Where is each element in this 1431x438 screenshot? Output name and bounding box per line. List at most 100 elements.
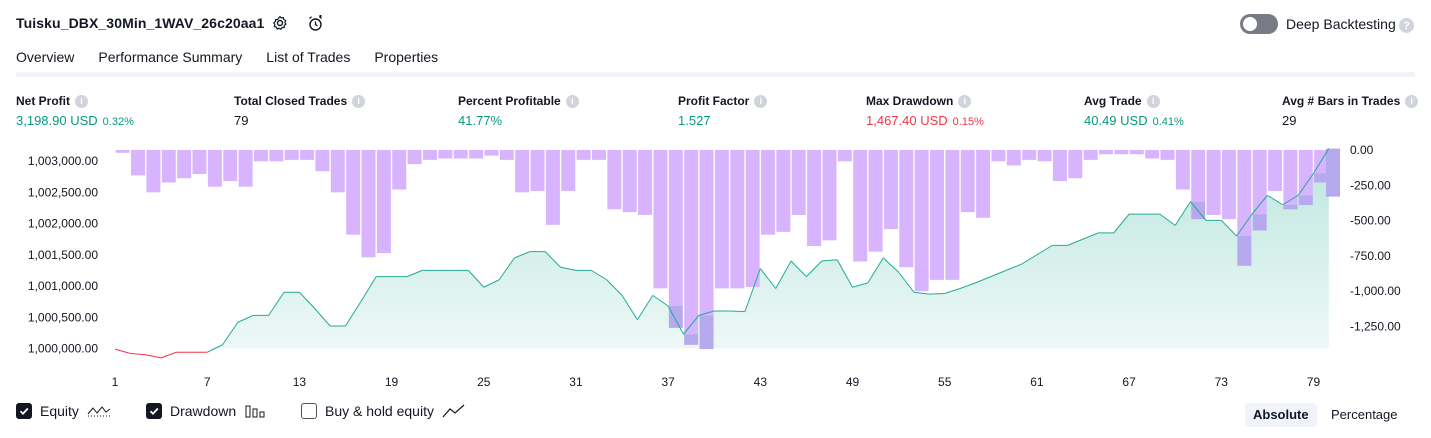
x-axis-tick: 61 bbox=[1030, 375, 1044, 389]
info-icon[interactable]: i bbox=[75, 94, 88, 108]
equity-line-segment bbox=[1036, 244, 1053, 256]
equity-line-segment bbox=[929, 293, 945, 295]
equity-line-segment bbox=[1174, 201, 1191, 226]
drawdown-bar bbox=[868, 150, 883, 252]
equity-line-segment bbox=[1190, 201, 1207, 221]
drawdown-bar bbox=[346, 150, 361, 235]
drawdown-bar bbox=[253, 150, 268, 162]
equity-line-segment bbox=[1067, 238, 1084, 246]
stat-value: 40.49 USD bbox=[1084, 113, 1148, 128]
equity-line-segment bbox=[268, 291, 285, 316]
stat-percent: 0.32% bbox=[102, 116, 134, 128]
drawdown-bar bbox=[469, 150, 484, 159]
drawdown-bar bbox=[1037, 150, 1052, 162]
equity-line-segment bbox=[852, 282, 869, 288]
left-axis-tick: 1,001,000.00 bbox=[28, 279, 98, 293]
alarm-clock-icon[interactable] bbox=[306, 14, 324, 32]
stat-label: Percent Profitable bbox=[458, 94, 561, 108]
info-icon[interactable]: i bbox=[1146, 94, 1160, 108]
settings-gear-icon[interactable] bbox=[271, 14, 289, 32]
legend-equity[interactable]: Equity bbox=[16, 403, 111, 419]
buy-hold-label: Buy & hold equity bbox=[325, 403, 434, 419]
drawdown-bar bbox=[714, 150, 729, 289]
equity-line-segment bbox=[345, 301, 362, 327]
drawdown-bar bbox=[392, 150, 407, 190]
info-icon[interactable]: i bbox=[1405, 94, 1419, 108]
info-icon[interactable]: i bbox=[958, 94, 972, 108]
percentage-button[interactable]: Percentage bbox=[1331, 407, 1398, 422]
info-icon[interactable]: i bbox=[565, 94, 579, 108]
legend-buy-hold-equity[interactable]: Buy & hold equity bbox=[301, 403, 466, 419]
drawdown-bar bbox=[745, 150, 760, 287]
drawdown-bar bbox=[300, 150, 315, 160]
tab-overview[interactable]: Overview bbox=[16, 48, 75, 75]
drawdown-bar bbox=[1283, 150, 1298, 205]
buy-hold-checkbox[interactable] bbox=[301, 403, 317, 419]
drawdown-bar bbox=[330, 150, 345, 193]
equity-line-segment bbox=[959, 282, 976, 289]
equity-checkbox[interactable] bbox=[16, 403, 32, 419]
info-icon[interactable]: i bbox=[352, 94, 366, 108]
drawdown-bar bbox=[991, 150, 1006, 162]
drawdown-bar bbox=[422, 150, 437, 160]
stat-value: 79 bbox=[234, 113, 249, 128]
drawdown-bar bbox=[1083, 150, 1098, 160]
left-axis-tick: 1,003,000.00 bbox=[28, 154, 98, 168]
drawdown-bar bbox=[284, 150, 299, 160]
equity-line-segment bbox=[667, 305, 684, 335]
drawdown-bar bbox=[653, 150, 668, 289]
drawdown-bar bbox=[776, 150, 791, 232]
stat-label: Profit Factor bbox=[678, 94, 750, 108]
drawdown-bar bbox=[684, 150, 699, 335]
stat-value: 29 bbox=[1282, 113, 1297, 128]
drawdown-bar bbox=[1068, 150, 1083, 179]
drawdown-bar-overlap bbox=[1237, 236, 1252, 266]
tab-performance-summary[interactable]: Performance Summary bbox=[98, 49, 243, 65]
drawdown-bar-overlap bbox=[1326, 148, 1340, 197]
deep-backtesting-toggle[interactable] bbox=[1240, 14, 1278, 34]
drawdown-bar bbox=[622, 150, 637, 213]
drawdown-bar bbox=[361, 150, 376, 258]
stat-percent-profitable: Percent Profitable i 41.77% bbox=[458, 94, 579, 128]
equity-drawdown-chart[interactable]: 1,003,000.00 1,002,500.00 1,002,000.00 1,00… bbox=[0, 140, 1431, 395]
equity-line-segment bbox=[514, 251, 531, 259]
drawdown-bar bbox=[207, 150, 222, 187]
drawdown-bar bbox=[1145, 150, 1160, 159]
left-axis-tick: 1,000,500.00 bbox=[28, 310, 98, 324]
drawdown-bar bbox=[1022, 150, 1037, 160]
equity-line-segment bbox=[222, 321, 239, 346]
left-axis-tick: 1,002,000.00 bbox=[28, 217, 98, 231]
trend-line-icon bbox=[442, 404, 465, 418]
drawdown-bar bbox=[883, 150, 898, 230]
equity-line-segment bbox=[130, 353, 146, 356]
equity-line-segment bbox=[114, 348, 131, 354]
drawdown-bar bbox=[930, 150, 945, 280]
drawdown-bar bbox=[899, 150, 914, 268]
drawdown-checkbox[interactable] bbox=[146, 403, 162, 419]
drawdown-bar-overlap bbox=[668, 306, 683, 328]
tab-properties[interactable]: Properties bbox=[374, 49, 439, 65]
stat-value: 1.527 bbox=[678, 113, 711, 128]
tab-list-of-trades[interactable]: List of Trades bbox=[266, 49, 351, 65]
equity-line-segment bbox=[544, 251, 561, 268]
drawdown-bar bbox=[1252, 150, 1267, 215]
deep-backtesting-help-icon[interactable]: ? bbox=[1399, 18, 1414, 33]
drawdown-bar bbox=[976, 150, 991, 218]
x-axis-tick: 37 bbox=[661, 375, 675, 389]
equity-line-segment bbox=[698, 310, 715, 316]
info-icon[interactable]: i bbox=[754, 94, 768, 108]
stat-value: 3,198.90 USD bbox=[16, 113, 98, 128]
drawdown-bar bbox=[638, 150, 653, 215]
drawdown-bar bbox=[1006, 150, 1021, 166]
equity-line-segment bbox=[744, 268, 761, 312]
x-axis-tick: 73 bbox=[1215, 375, 1229, 389]
absolute-button[interactable]: Absolute bbox=[1245, 403, 1317, 427]
drawdown-label: Drawdown bbox=[170, 403, 237, 419]
equity-line-segment bbox=[729, 310, 745, 313]
drawdown-bar bbox=[1129, 150, 1144, 155]
equity-line-segment bbox=[652, 294, 669, 307]
drawdown-bar bbox=[761, 150, 776, 235]
legend-drawdown[interactable]: Drawdown bbox=[146, 403, 266, 419]
equity-line-segment bbox=[560, 266, 577, 271]
stat-label: Total Closed Trades bbox=[234, 94, 348, 108]
